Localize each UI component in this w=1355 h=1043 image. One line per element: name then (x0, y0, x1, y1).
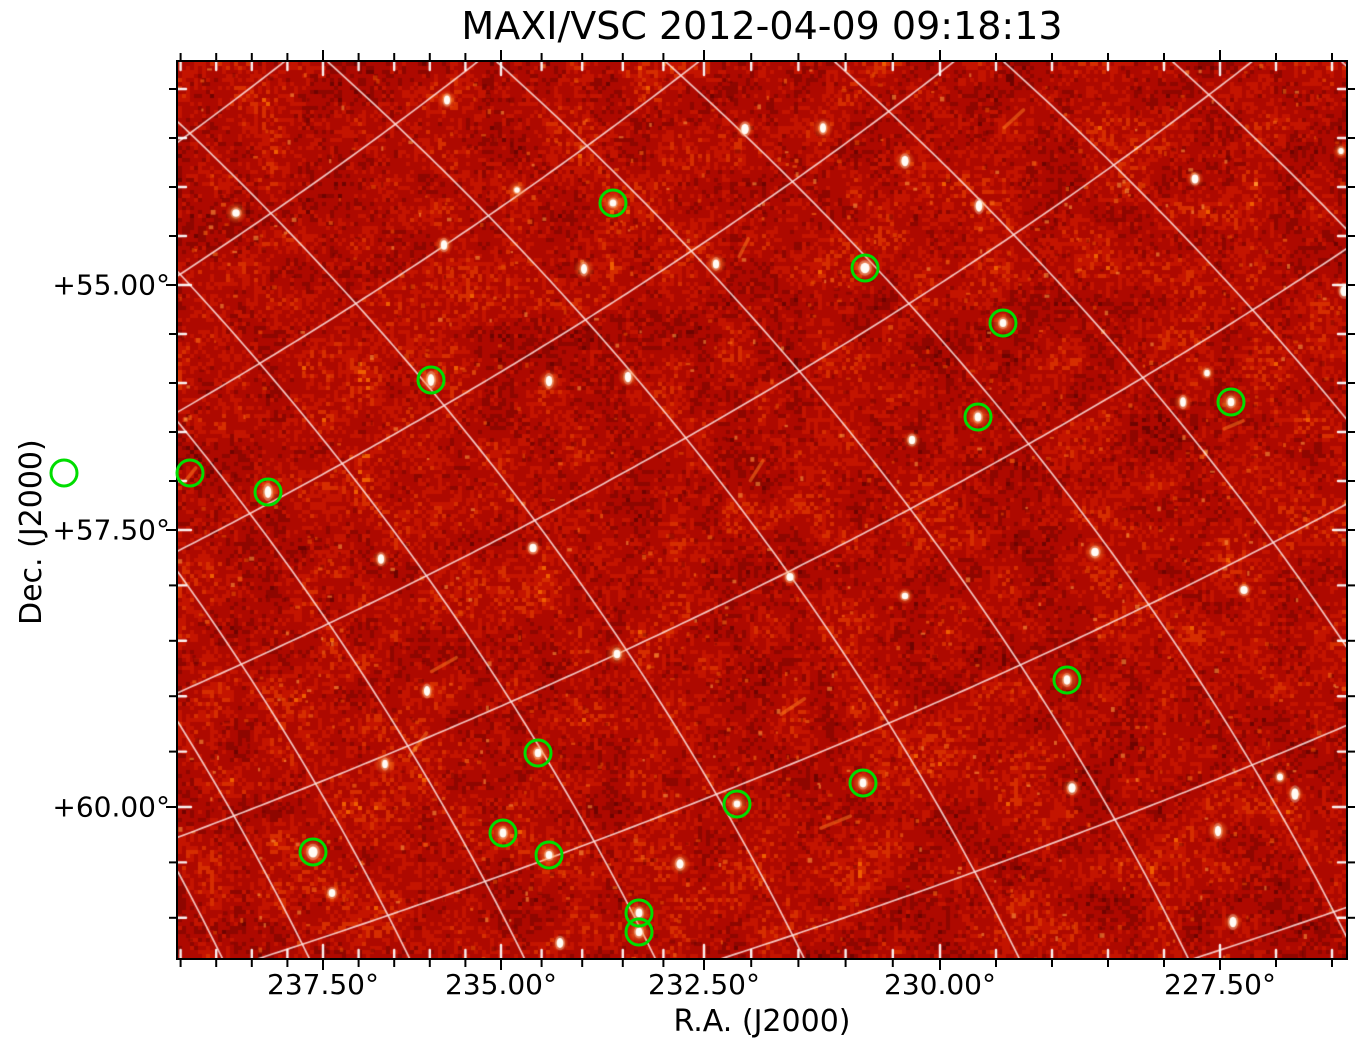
y-tick-label: +57.50° (52, 513, 170, 547)
x-tick-label: 230.00° (884, 968, 996, 1001)
x-tick-label: 237.50° (267, 968, 379, 1001)
y-tick-label: +55.00° (52, 268, 170, 302)
x-tick-label: 227.50° (1164, 968, 1276, 1001)
y-tick-label: +60.00° (52, 790, 170, 824)
sky-image-canvas (178, 62, 1346, 958)
x-axis-label: R.A. (J2000) (673, 1004, 851, 1039)
source-marker-circle (49, 458, 79, 488)
x-tick-label: 232.50° (648, 968, 760, 1001)
plot-title: MAXI/VSC 2012-04-09 09:18:13 (461, 4, 1063, 48)
plot-frame (176, 60, 1348, 960)
x-tick-label: 235.00° (445, 968, 557, 1001)
